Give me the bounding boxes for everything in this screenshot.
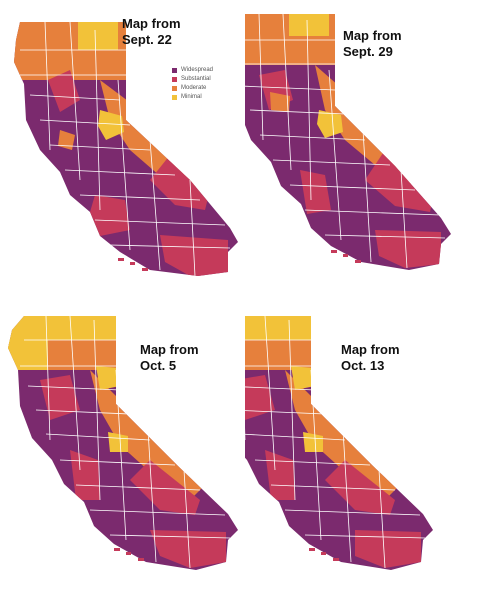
county-borders: [245, 14, 446, 269]
map-title: Map from Oct. 13: [341, 342, 400, 373]
legend-item-substantial: Substantial: [172, 75, 213, 84]
legend-swatch: [172, 77, 177, 82]
map-panel-oct-13: Map from Oct. 13: [245, 300, 490, 600]
map-title: Map from Oct. 5: [140, 342, 199, 373]
islands: [118, 258, 148, 271]
california-tier-map: [14, 22, 238, 276]
islands: [309, 548, 339, 561]
islands: [114, 548, 144, 561]
map-panel-oct-5: Map from Oct. 5: [0, 300, 245, 600]
legend-item-moderate: Moderate: [172, 84, 213, 93]
county-borders: [20, 316, 231, 569]
map-panel-sept-22: Map from Sept. 22 Widespread Substantial…: [0, 0, 245, 300]
islands: [331, 250, 361, 263]
legend-item-widespread: Widespread: [172, 66, 213, 75]
california-tier-map: [245, 316, 433, 570]
legend-item-minimal: Minimal: [172, 93, 213, 102]
legend-swatch: [172, 95, 177, 100]
map-legend: Widespread Substantial Moderate Minimal: [172, 66, 213, 102]
california-tier-map: [8, 316, 238, 570]
legend-swatch: [172, 86, 177, 91]
map-title: Map from Sept. 29: [343, 28, 402, 59]
county-borders: [245, 316, 426, 569]
map-panel-sept-29: Map from Sept. 29: [245, 0, 490, 300]
county-borders: [20, 22, 231, 276]
california-tier-map: [245, 14, 451, 270]
map-title: Map from Sept. 22: [122, 16, 181, 47]
legend-swatch: [172, 68, 177, 73]
tier-regions: [8, 316, 238, 570]
